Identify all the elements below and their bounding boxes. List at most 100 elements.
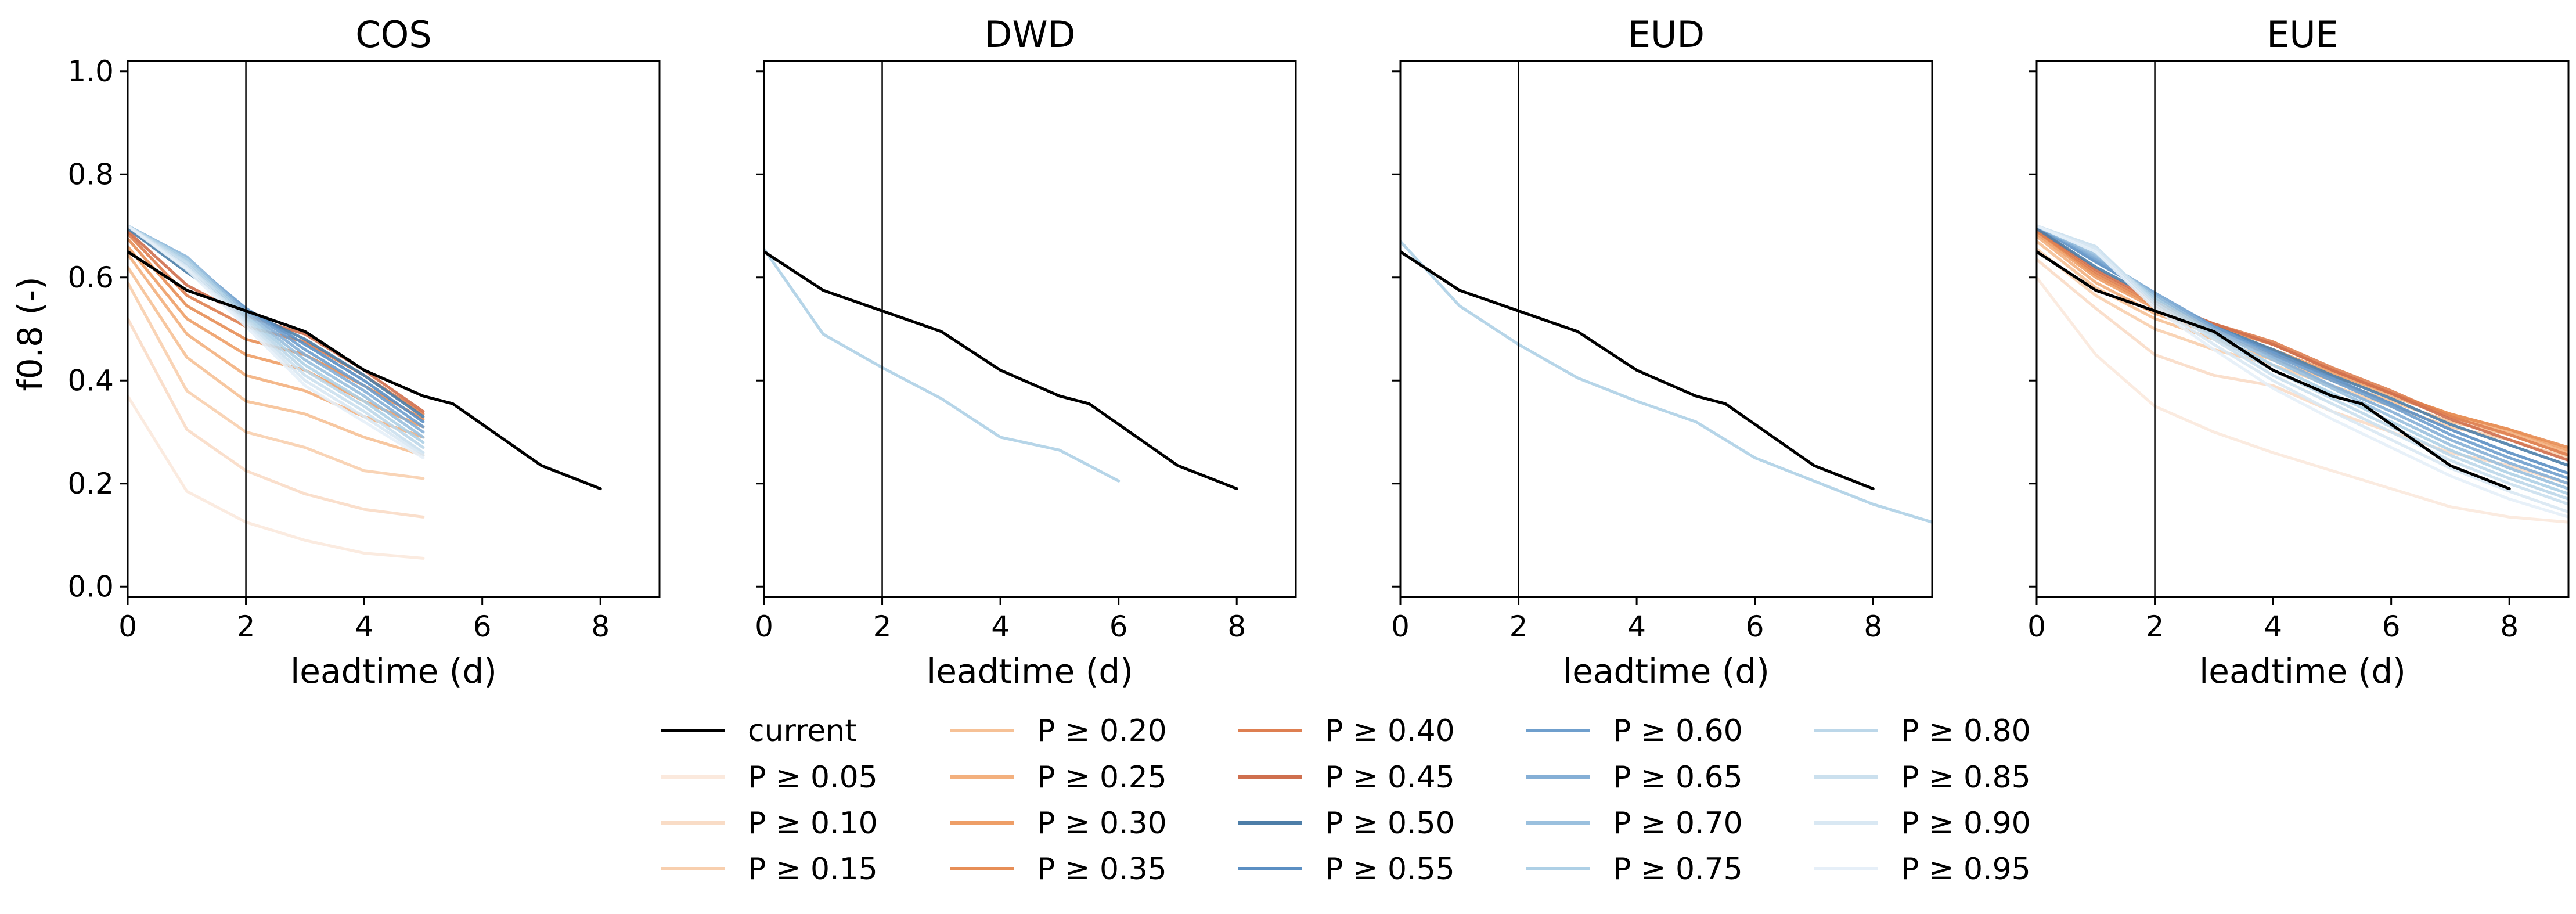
x-tick-label: 6: [473, 610, 492, 643]
legend-item: P ≥ 0.25: [950, 760, 1167, 795]
x-tick-label: 2: [1509, 610, 1528, 643]
x-tick-label: 2: [2146, 610, 2164, 643]
x-tick-label: 8: [2500, 610, 2519, 643]
panel-dwd: DWD 0 2 4 6 8 leadtime (d): [755, 13, 1297, 691]
legend-label: P ≥ 0.35: [1037, 852, 1167, 887]
legend-item: P ≥ 0.10: [661, 806, 878, 841]
legend-item: P ≥ 0.15: [661, 852, 878, 887]
legend-item: P ≥ 0.35: [950, 852, 1167, 887]
x-tick-label: 4: [355, 610, 373, 643]
legend-item: P ≥ 0.90: [1814, 806, 2031, 841]
series-line-p0.90: [2037, 224, 2568, 514]
x-axis-label: leadtime (d): [927, 652, 1133, 691]
series-line-p0.75: [1400, 240, 1932, 524]
legend-label: P ≥ 0.60: [1613, 714, 1743, 749]
x-axis-label: leadtime (d): [2199, 652, 2406, 691]
legend-label: P ≥ 0.55: [1325, 852, 1455, 887]
panel-cos: COS 0 2 4 6 8 0.0 0.2 0.4 0.6 0.8 1.0 leadtime (d): [67, 13, 661, 691]
legend-label: P ≥ 0.50: [1325, 806, 1455, 841]
legend-label: P ≥ 0.40: [1325, 714, 1455, 749]
x-axis-label: leadtime (d): [290, 652, 497, 691]
legend-item: P ≥ 0.40: [1238, 714, 1455, 749]
y-tick-label: 0.2: [67, 467, 114, 501]
y-tick-label: 0.8: [67, 157, 114, 191]
legend-item: P ≥ 0.30: [950, 806, 1167, 841]
series-line-p0.70: [128, 224, 425, 439]
series-line-p0.50: [2037, 226, 2568, 467]
x-tick-label: 6: [1109, 610, 1128, 643]
legend-label: current: [748, 714, 857, 749]
series-line-current: [1400, 250, 1875, 491]
series-line-p0.15: [128, 281, 425, 480]
axes-frame: [127, 60, 661, 598]
series-line-p0.75: [764, 247, 1121, 483]
panel-eue: EUE 0 2 4 6 8 leadtime (d): [2027, 13, 2570, 691]
legend-item: P ≥ 0.70: [1526, 806, 1743, 841]
axes-frame: [1399, 60, 1933, 598]
series-line-p0.45: [2037, 226, 2568, 462]
y-tick-label: 0.6: [67, 261, 114, 294]
legend-label: P ≥ 0.30: [1037, 806, 1167, 841]
series-line-p0.95: [128, 224, 425, 459]
x-tick-label: 4: [2264, 610, 2282, 643]
series-line-p0.35: [2037, 229, 2568, 449]
series-line-p0.90: [128, 224, 425, 457]
legend-label: P ≥ 0.10: [748, 806, 878, 841]
x-tick-label: 4: [1627, 610, 1646, 643]
series-line-p0.85: [2037, 224, 2568, 506]
x-axis-label: leadtime (d): [1563, 652, 1770, 691]
axes-frame: [2035, 60, 2570, 598]
y-tick-label: 0.4: [67, 364, 114, 397]
legend-item: P ≥ 0.80: [1814, 714, 2031, 749]
panel-title: COS: [355, 13, 431, 56]
legend-label: P ≥ 0.20: [1037, 714, 1167, 749]
x-tick-label: 8: [1864, 610, 1882, 643]
legend-label: P ≥ 0.25: [1037, 760, 1167, 795]
panel-title: DWD: [985, 13, 1076, 56]
x-tick-label: 0: [755, 610, 773, 643]
series-line-current: [2037, 250, 2511, 491]
legend-label: P ≥ 0.45: [1325, 760, 1455, 795]
legend-item: P ≥ 0.75: [1526, 852, 1743, 887]
series-line-p0.80: [128, 224, 425, 449]
series-line-p0.60: [2037, 224, 2568, 480]
legend-item: P ≥ 0.20: [950, 714, 1167, 749]
series-line-p0.05: [2037, 276, 2568, 524]
series-line-p0.10: [128, 317, 425, 519]
legend-label: P ≥ 0.95: [1901, 852, 2031, 887]
legend-item: P ≥ 0.05: [661, 760, 878, 795]
series-line-p0.40: [2037, 229, 2568, 457]
series-line-p0.30: [128, 245, 425, 429]
x-tick-label: 6: [1746, 610, 1764, 643]
legend-item: P ≥ 0.95: [1814, 852, 2031, 887]
series-line-p0.75: [128, 224, 425, 444]
legend-label: P ≥ 0.75: [1613, 852, 1743, 887]
x-tick-label: 0: [2027, 610, 2046, 643]
panel-title: EUE: [2267, 13, 2339, 56]
series-line-current: [128, 250, 602, 491]
legend-item: P ≥ 0.55: [1238, 852, 1455, 887]
legend-item: P ≥ 0.45: [1238, 760, 1455, 795]
legend: current P ≥ 0.05 P ≥ 0.10 P ≥ 0.15 P ≥ 0.20 P…: [661, 714, 2031, 887]
legend-label: P ≥ 0.65: [1613, 760, 1743, 795]
x-tick-label: 6: [2382, 610, 2401, 643]
x-tick-label: 8: [591, 610, 610, 643]
series-line-p0.95: [2037, 224, 2568, 519]
y-axis-label: f0.8 (-): [10, 276, 50, 391]
legend-item: P ≥ 0.60: [1526, 714, 1743, 749]
x-tick-label: 2: [873, 610, 892, 643]
y-tick-label: 0.0: [67, 570, 114, 603]
series-line-p0.05: [128, 394, 425, 560]
x-tick-label: 0: [1391, 610, 1410, 643]
legend-item: P ≥ 0.50: [1238, 806, 1455, 841]
legend-item: P ≥ 0.85: [1814, 760, 2031, 795]
legend-label: P ≥ 0.90: [1901, 806, 2031, 841]
series-line-current: [764, 250, 1238, 491]
series-line-p0.85: [128, 224, 425, 454]
legend-item: P ≥ 0.65: [1526, 760, 1743, 795]
x-tick-label: 2: [237, 610, 255, 643]
legend-label: P ≥ 0.80: [1901, 714, 2031, 749]
legend-label: P ≥ 0.15: [748, 852, 878, 887]
legend-label: P ≥ 0.70: [1613, 806, 1743, 841]
